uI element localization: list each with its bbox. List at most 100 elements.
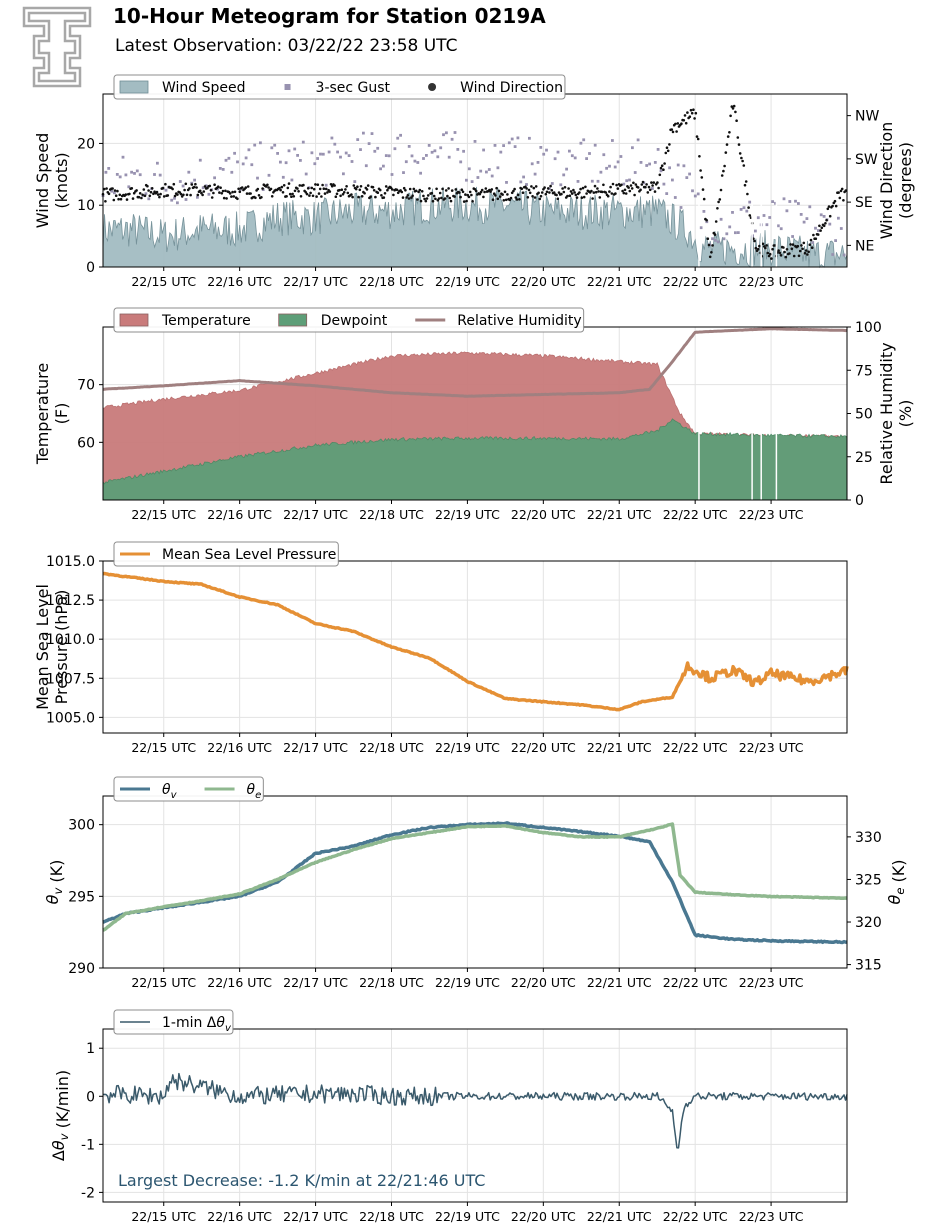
gust-point <box>608 164 611 168</box>
chart-panel-1: 22/15 UTC 22/16 UTC 22/17 UTC 22/18 UTC 22/1… <box>33 74 915 289</box>
x-tick-label: 22/21 UTC <box>587 1209 652 1224</box>
gust-point <box>233 151 236 155</box>
wind-direction-point <box>573 191 576 194</box>
wind-direction-point <box>372 189 376 192</box>
wind-direction-point <box>434 197 437 201</box>
gust-point <box>522 175 525 179</box>
wind-direction-point <box>606 194 610 198</box>
wind-direction-point <box>117 197 120 201</box>
x-tick-label: 22/16 UTC <box>207 274 272 289</box>
wind-direction-point <box>513 187 516 191</box>
wind-direction-point <box>406 194 410 197</box>
wind-direction-point <box>254 196 257 200</box>
wind-direction-point <box>732 104 736 108</box>
texas-tech-logo-icon <box>22 6 92 88</box>
wind-direction-point <box>800 244 803 247</box>
wind-direction-point <box>208 184 212 188</box>
wind-direction-point <box>741 159 744 163</box>
wind-direction-point <box>329 183 333 186</box>
wind-direction-point <box>824 222 827 225</box>
wind-direction-point <box>324 187 328 191</box>
x-tick-label: 22/15 UTC <box>131 975 196 990</box>
wind-direction-point <box>724 151 728 154</box>
wind-direction-point <box>236 197 239 201</box>
gust-point <box>430 150 434 154</box>
wind-direction-point <box>312 187 316 191</box>
gust-point <box>645 164 649 167</box>
wind-direction-point <box>627 186 630 189</box>
wind-direction-point <box>662 168 665 171</box>
wind-direction-point <box>722 169 725 173</box>
wind-direction-point <box>383 192 387 195</box>
wind-direction-point <box>107 192 111 196</box>
wind-direction-point <box>647 185 651 189</box>
wind-direction-point <box>306 187 310 190</box>
wind-direction-point <box>431 199 435 203</box>
wind-direction-point <box>198 189 202 193</box>
legend-label: Temperature <box>161 313 251 329</box>
wind-direction-point <box>693 117 696 120</box>
wind-direction-point <box>568 194 572 197</box>
wind-direction-point <box>549 184 552 188</box>
wind-direction-point <box>604 191 608 194</box>
wind-direction-point <box>322 187 326 190</box>
series-wind-speed <box>102 186 848 269</box>
wind-direction-point <box>585 192 588 195</box>
wind-direction-point <box>674 122 677 126</box>
x-tick-label: 22/17 UTC <box>283 1209 348 1224</box>
gust-point <box>290 178 294 182</box>
wind-direction-point <box>515 198 519 201</box>
gust-point <box>585 157 588 160</box>
wind-direction-point <box>474 189 478 193</box>
wind-direction-point <box>311 194 315 198</box>
wind-direction-point <box>344 188 347 191</box>
gust-point <box>462 149 465 153</box>
wind-direction-point <box>482 195 485 199</box>
wind-direction-point <box>143 194 147 198</box>
wind-direction-point <box>464 193 467 196</box>
y-tick-label: 0 <box>86 1089 95 1105</box>
gust-point <box>602 153 606 157</box>
wind-direction-point <box>392 193 395 197</box>
wind-direction-point <box>305 192 309 196</box>
gust-point <box>227 156 231 160</box>
wind-direction-point <box>460 188 464 191</box>
wind-direction-point <box>323 192 327 195</box>
wind-direction-point <box>176 193 179 196</box>
wind-direction-point <box>580 196 584 199</box>
wind-direction-point <box>260 196 263 199</box>
x-tick-label: 22/22 UTC <box>663 740 728 755</box>
gust-point <box>347 154 351 157</box>
wind-direction-point <box>299 195 303 198</box>
wind-direction-point <box>278 186 281 190</box>
wind-direction-point <box>426 194 430 197</box>
gust-point <box>296 154 299 157</box>
x-tick-label: 22/21 UTC <box>587 274 652 289</box>
y2-tick-label: 75 <box>855 363 873 379</box>
gust-point <box>410 154 414 158</box>
wind-direction-point <box>575 196 579 199</box>
wind-direction-point <box>581 186 585 190</box>
wind-direction-point <box>640 183 644 186</box>
gust-point <box>545 148 548 152</box>
wind-direction-point <box>315 195 318 198</box>
wind-direction-point <box>804 249 808 252</box>
gust-point <box>719 217 723 221</box>
gust-point <box>691 189 694 193</box>
wind-direction-point <box>639 188 642 192</box>
gust-point <box>244 156 248 160</box>
wind-direction-point <box>657 186 660 190</box>
wind-direction-point <box>195 186 198 189</box>
wind-direction-point <box>148 194 152 198</box>
wind-direction-point <box>401 196 405 199</box>
wind-direction-point <box>713 233 717 236</box>
wind-direction-point <box>664 151 668 155</box>
wind-direction-point <box>374 195 377 199</box>
legend-patch <box>119 313 149 327</box>
wind-direction-point <box>484 187 488 190</box>
x-tick-label: 22/23 UTC <box>739 975 804 990</box>
x-tick-label: 22/19 UTC <box>435 740 500 755</box>
wind-direction-point <box>291 192 294 196</box>
y-axis-label: Δθv (K/min) <box>49 1070 72 1161</box>
chart-panel-4: 22/15 UTC 22/16 UTC 22/17 UTC 22/18 UTC 22/1… <box>43 776 908 990</box>
